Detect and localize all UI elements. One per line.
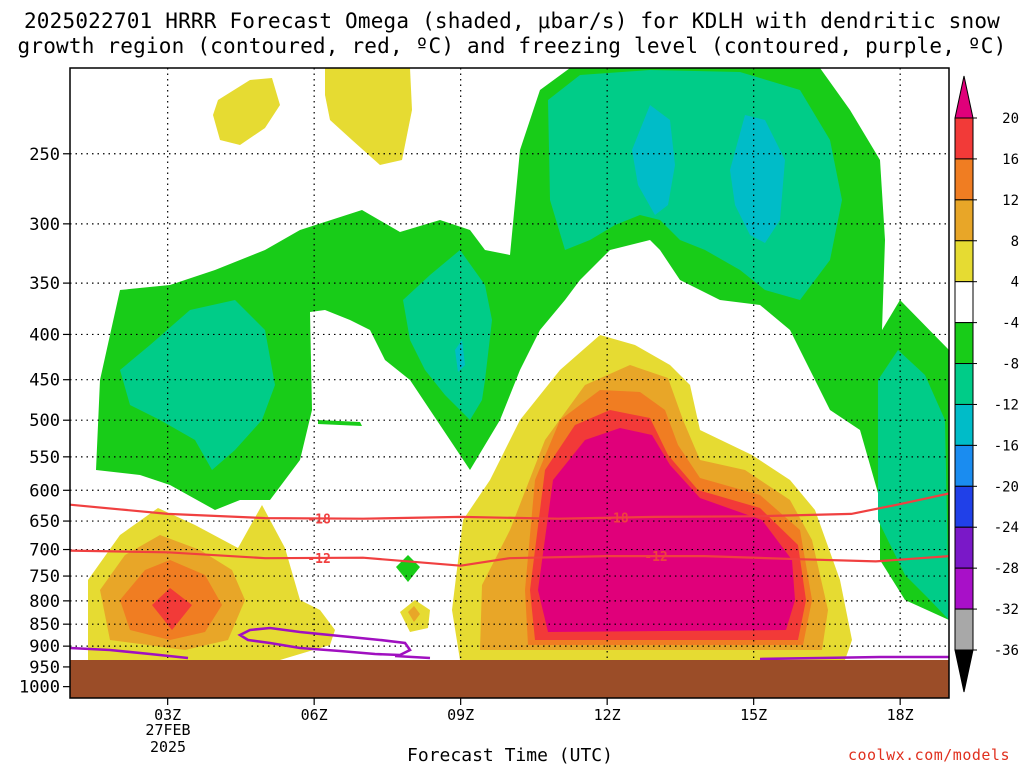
x-tick-label: 03Z	[154, 706, 181, 724]
colorbar-top-arrow	[954, 75, 974, 119]
colorbar-tick-label: 16	[1002, 152, 1019, 168]
colorbar-tick-label: 20	[1002, 111, 1019, 127]
y-tick-label: 750	[29, 567, 60, 587]
contour-label: -12	[307, 552, 330, 567]
x-tick-label: 15Z	[740, 706, 767, 724]
y-tick-label: 650	[29, 512, 60, 532]
plot-frame	[69, 67, 950, 699]
omega-shading-minus-12-to-minus-8	[120, 70, 949, 620]
colorbar-tick-label: -36	[994, 643, 1019, 659]
freezing-level-contour-closed	[237, 626, 412, 657]
date-year-label: 2025	[149, 738, 187, 756]
colorbar-swatch	[954, 199, 974, 242]
colorbar-swatch	[954, 608, 974, 651]
y-tick-label: 550	[29, 448, 60, 468]
credit-link[interactable]: coolwx.com/models	[847, 746, 1010, 764]
gridlines	[70, 68, 949, 698]
colorbar-tick-label: 12	[1002, 193, 1019, 209]
colorbar-tick-label: -8	[1002, 357, 1019, 373]
x-axis-label: Forecast Time (UTC)	[407, 745, 613, 766]
y-tick-label: 900	[29, 637, 60, 657]
colorbar-swatch	[954, 567, 974, 610]
y-tick-label: 950	[29, 658, 60, 678]
colorbar-tick-label: -16	[994, 438, 1019, 454]
colorbar-swatch	[954, 281, 974, 324]
omega-shading-minus-16-to-minus-12	[455, 105, 785, 372]
colorbar: 20 16 12 8 4 -4 -8 -12 -16 -20 -24 -28 -32 -36	[954, 75, 1019, 693]
colorbar-tick-label: -24	[994, 520, 1019, 536]
colorbar-tick-label: 8	[1011, 234, 1019, 250]
freezing-level-contours	[70, 626, 949, 661]
x-tick-label: 18Z	[887, 706, 914, 724]
terrain-ground	[70, 660, 949, 698]
x-axis: 03Z 06Z 09Z 12Z 15Z 18Z	[154, 698, 914, 724]
y-tick-label: 1000	[19, 678, 60, 698]
y-tick-label: 500	[29, 411, 60, 431]
colorbar-tick-label: -12	[994, 397, 1019, 413]
colorbar-swatch	[954, 322, 974, 365]
freezing-level-contour-west	[70, 646, 189, 660]
temperature-contours: -18 -18 -12 -12	[70, 492, 949, 567]
y-tick-label: 800	[29, 592, 60, 612]
contour-label: -12	[644, 550, 667, 565]
colorbar-bottom-arrow	[954, 649, 974, 693]
y-tick-label: 400	[29, 325, 60, 345]
chart-title-line-2: growth region (contoured, red, ºC) and f…	[17, 34, 1007, 58]
colorbar-tick-label: -28	[994, 561, 1019, 577]
date-day-label: 27FEB	[145, 721, 191, 739]
chart-title-line-1: 2025022701 HRRR Forecast Omega (shaded, …	[23, 9, 1001, 33]
contour-label: -18	[605, 512, 629, 527]
y-tick-label: 450	[29, 371, 60, 391]
colorbar-swatch	[954, 444, 974, 487]
freezing-level-contour-mid	[394, 654, 431, 660]
colorbar-tick-label: -32	[994, 602, 1019, 618]
y-tick-label: 850	[29, 615, 60, 635]
omega-shading-above-20	[538, 428, 795, 632]
colorbar-swatch	[954, 240, 974, 283]
x-tick-label: 09Z	[447, 706, 474, 724]
colorbar-swatch	[954, 363, 974, 405]
y-tick-label: 600	[29, 481, 60, 501]
freezing-level-contour-east	[759, 655, 949, 661]
x-tick-label: 06Z	[301, 706, 328, 724]
colorbar-swatch	[954, 403, 974, 446]
y-tick-label: 350	[29, 274, 60, 294]
colorbar-swatch	[954, 526, 974, 569]
x-tick-label: 12Z	[594, 706, 621, 724]
y-tick-label: 700	[29, 541, 60, 561]
colorbar-tick-label: 4	[1011, 275, 1019, 291]
colorbar-swatch	[954, 158, 974, 201]
colorbar-swatch	[954, 485, 974, 528]
y-axis: 2503003504004505005506006507007508008509…	[19, 145, 70, 698]
contour-label: -18	[307, 512, 331, 527]
y-tick-label: 250	[29, 145, 60, 165]
temperature-contour-line	[70, 549, 949, 567]
colorbar-tick-label: -20	[994, 479, 1019, 495]
colorbar-tick-label: -4	[1002, 316, 1019, 332]
colorbar-swatch	[954, 117, 974, 160]
temperature-contour-line	[70, 492, 949, 520]
y-tick-label: 300	[29, 215, 60, 235]
